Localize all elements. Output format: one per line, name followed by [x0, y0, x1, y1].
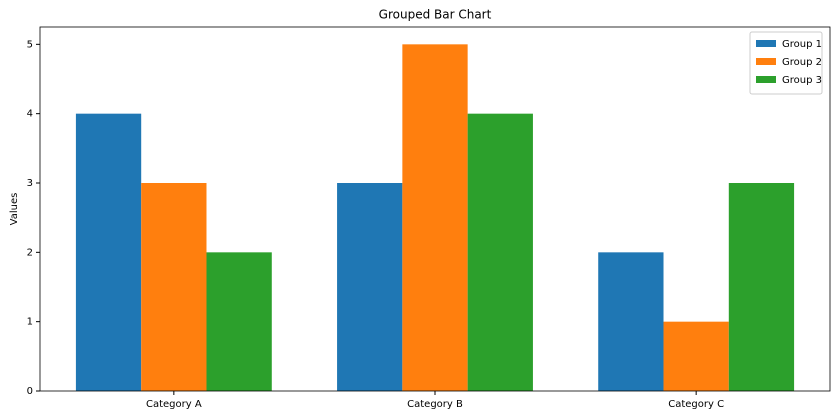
- x-tick-label: Category B: [407, 399, 463, 410]
- bar: [467, 113, 533, 392]
- y-tick-label: 0: [27, 386, 33, 397]
- legend-swatch: [756, 40, 776, 47]
- legend-label: Group 2: [782, 57, 822, 68]
- bar: [206, 252, 272, 391]
- legend-label: Group 3: [782, 75, 822, 86]
- chart-title: Grouped Bar Chart: [379, 8, 492, 22]
- y-tick-label: 4: [27, 109, 33, 120]
- legend-label: Group 1: [782, 39, 822, 50]
- y-axis-label: Values: [9, 193, 20, 226]
- y-tick-label: 2: [27, 247, 33, 258]
- legend-swatch: [756, 76, 776, 83]
- y-tick-label: 5: [27, 39, 33, 50]
- bar: [337, 183, 403, 391]
- bar: [728, 183, 795, 391]
- bar: [75, 113, 142, 392]
- bar: [663, 321, 729, 391]
- bar: [402, 44, 468, 391]
- plot-frame: [39, 26, 831, 392]
- x-tick-label: Category A: [146, 399, 202, 410]
- y-tick-label: 1: [27, 317, 33, 328]
- bar: [141, 183, 207, 391]
- x-tick-label: Category C: [668, 399, 724, 410]
- legend-swatch: [756, 58, 776, 65]
- bar: [598, 252, 664, 391]
- y-tick-label: 3: [27, 178, 33, 189]
